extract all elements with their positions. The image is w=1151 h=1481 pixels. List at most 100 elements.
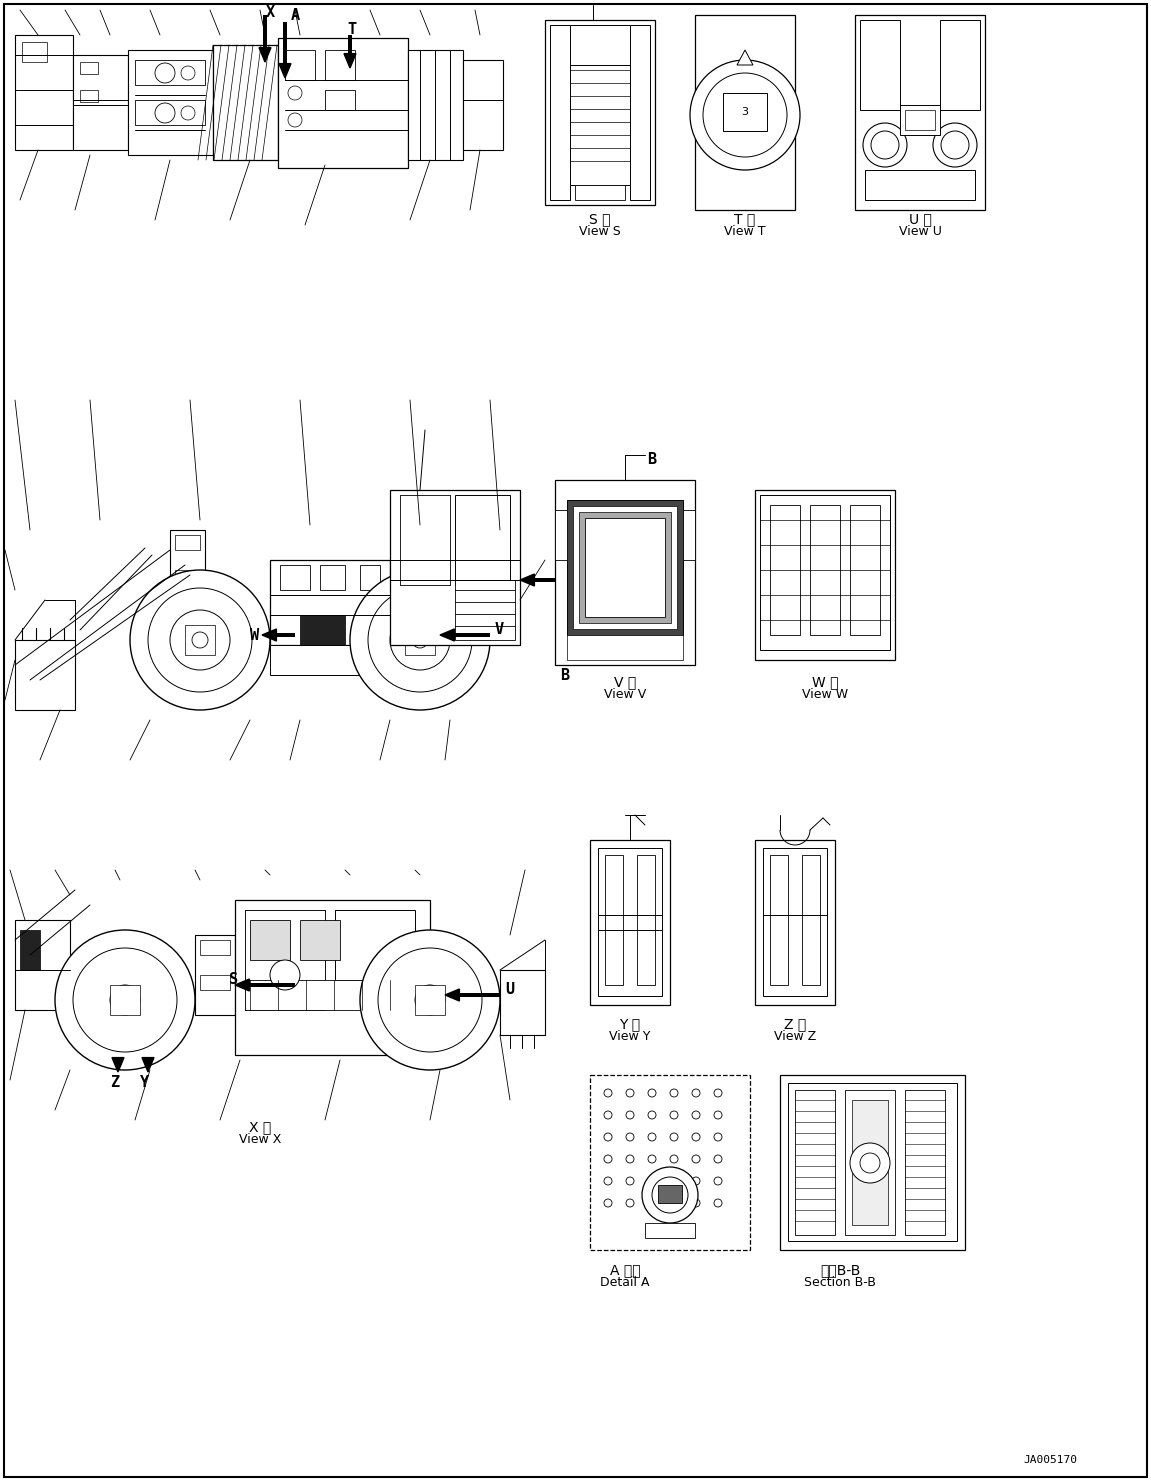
Circle shape (714, 1200, 722, 1207)
Text: View W: View W (802, 689, 848, 701)
Bar (270, 646, 390, 675)
Text: Y: Y (140, 1075, 150, 1090)
Bar (300, 920, 340, 960)
Bar (866, 170, 975, 200)
Bar (135, 101, 205, 124)
Text: Section B-B: Section B-B (805, 1277, 876, 1288)
Circle shape (170, 610, 230, 669)
Bar (802, 855, 820, 985)
Bar (905, 110, 935, 130)
Circle shape (642, 1167, 698, 1223)
Text: View Z: View Z (773, 1029, 816, 1043)
Circle shape (110, 985, 140, 1014)
Text: JA005170: JA005170 (1023, 1454, 1077, 1465)
Text: Z 視: Z 視 (784, 1017, 806, 1031)
Circle shape (863, 123, 907, 167)
Bar (175, 606, 200, 621)
Circle shape (604, 1089, 612, 1097)
Bar (770, 855, 788, 985)
Bar (780, 1075, 965, 1250)
Text: B: B (561, 668, 569, 683)
Circle shape (288, 113, 302, 127)
Bar (200, 974, 230, 989)
Bar (335, 909, 416, 980)
Circle shape (703, 73, 787, 157)
Bar (550, 25, 570, 200)
Bar (605, 855, 623, 985)
Bar (459, 992, 500, 997)
Bar (755, 490, 895, 661)
Circle shape (407, 628, 432, 652)
Polygon shape (142, 1057, 154, 1072)
Bar (849, 505, 881, 635)
Bar (195, 935, 235, 1014)
Circle shape (942, 130, 969, 158)
Circle shape (648, 1177, 656, 1185)
Text: View Y: View Y (609, 1029, 650, 1043)
Circle shape (689, 61, 800, 170)
Text: Detail A: Detail A (601, 1277, 650, 1288)
Bar (185, 625, 215, 655)
Bar (407, 50, 463, 160)
Bar (280, 564, 310, 589)
Circle shape (714, 1089, 722, 1097)
Polygon shape (259, 47, 270, 62)
Bar (81, 62, 98, 74)
Bar (770, 505, 800, 635)
Text: V: V (495, 622, 504, 637)
Circle shape (860, 1154, 881, 1173)
Bar (22, 41, 47, 62)
Bar (570, 25, 630, 65)
Circle shape (670, 1133, 678, 1140)
Bar (855, 15, 985, 210)
Bar (940, 21, 980, 110)
Polygon shape (235, 979, 250, 991)
Bar (760, 495, 890, 650)
Text: W 視: W 視 (811, 675, 838, 689)
Circle shape (188, 628, 212, 652)
Circle shape (192, 632, 208, 649)
Circle shape (626, 1133, 634, 1140)
Circle shape (130, 570, 270, 709)
Circle shape (390, 610, 450, 669)
Bar (15, 640, 75, 709)
Polygon shape (279, 64, 291, 78)
Bar (245, 909, 325, 1010)
Bar (555, 480, 695, 665)
Circle shape (155, 104, 175, 123)
Bar (763, 849, 828, 997)
Bar (390, 490, 520, 646)
Circle shape (604, 1200, 612, 1207)
Circle shape (148, 588, 252, 692)
Circle shape (670, 1111, 678, 1120)
Bar (245, 980, 425, 1010)
Bar (15, 920, 70, 1010)
Bar (73, 55, 128, 150)
Bar (570, 65, 630, 185)
Bar (573, 507, 677, 629)
Circle shape (651, 1177, 688, 1213)
Circle shape (648, 1111, 656, 1120)
Circle shape (368, 588, 472, 692)
Text: U: U (505, 982, 514, 998)
Bar (590, 1075, 750, 1250)
Circle shape (714, 1155, 722, 1163)
Bar (320, 564, 345, 589)
Bar (579, 512, 671, 624)
Circle shape (626, 1111, 634, 1120)
Circle shape (626, 1177, 634, 1185)
Text: View V: View V (604, 689, 646, 701)
Bar (285, 50, 315, 80)
Bar (135, 61, 205, 84)
Bar (455, 495, 510, 585)
Polygon shape (520, 575, 534, 586)
Text: View U: View U (899, 225, 942, 238)
Circle shape (73, 948, 177, 1052)
Bar (900, 105, 940, 135)
Circle shape (626, 1089, 634, 1097)
Bar (845, 1090, 895, 1235)
Circle shape (933, 123, 977, 167)
Circle shape (604, 1111, 612, 1120)
Bar (325, 90, 355, 110)
Bar (279, 39, 407, 167)
